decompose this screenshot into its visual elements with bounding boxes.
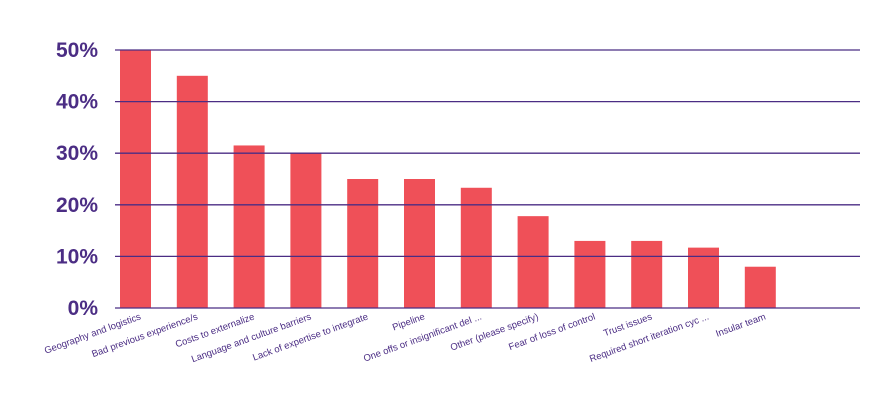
bar: [517, 216, 549, 308]
bars: [120, 50, 776, 308]
bar: [120, 50, 151, 308]
y-tick-label: 10%: [56, 245, 98, 268]
bar: [688, 247, 719, 308]
y-tick-label: 0%: [68, 297, 99, 320]
y-tick-label: 50%: [56, 39, 98, 62]
bar: [744, 266, 776, 308]
bar: [233, 145, 265, 308]
bar: [460, 187, 492, 308]
bar: [574, 240, 606, 308]
x-tick-label: Pipeline: [391, 311, 427, 333]
x-tick-label: Insular team: [714, 311, 767, 339]
y-tick-label: 30%: [56, 142, 98, 165]
bar: [631, 240, 663, 308]
bar: [347, 179, 379, 308]
y-tick-label: 40%: [56, 91, 98, 114]
bar: [404, 179, 435, 308]
bar: [290, 153, 322, 308]
bar: [176, 75, 208, 308]
gridlines: [115, 49, 860, 309]
y-axis-tick-labels: 0% 10% 20% 30% 40% 50%: [56, 39, 98, 320]
y-tick-label: 20%: [56, 194, 98, 217]
